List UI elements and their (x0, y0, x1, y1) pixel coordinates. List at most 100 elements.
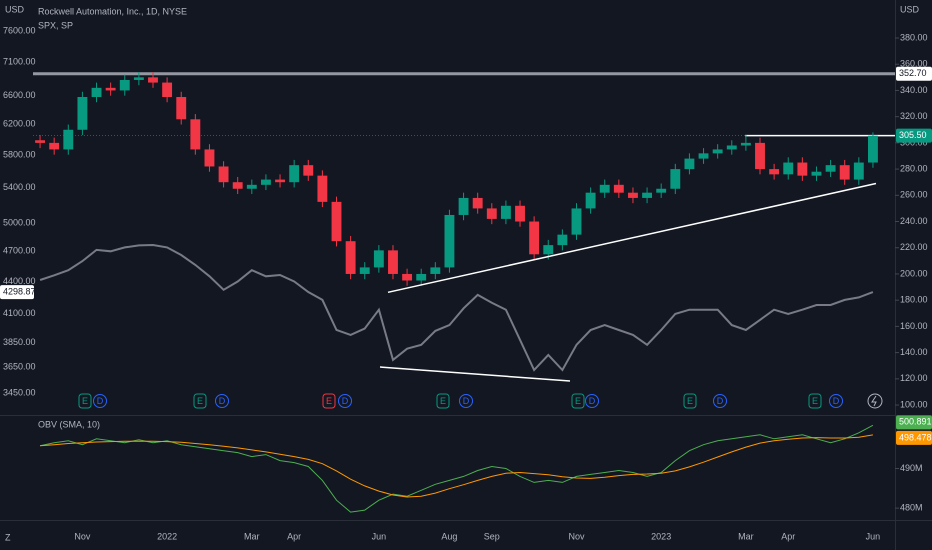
event-marker (93, 394, 107, 408)
event-label: D (463, 396, 470, 406)
price-badge (0, 285, 34, 300)
candle-body (684, 158, 695, 170)
left-tick-label: 3850.00 (3, 337, 36, 347)
event-label: E (575, 396, 581, 406)
candle-body (77, 96, 88, 130)
y-tick-label: 100.00 (900, 399, 928, 409)
x-tick-label: 2023 (651, 531, 671, 541)
candle-body (599, 184, 610, 193)
y-tick-label: 160.00 (900, 321, 928, 331)
x-tick-label: Mar (738, 531, 754, 541)
price-badge-label: 500.891M (899, 417, 932, 427)
candle-body (811, 171, 822, 176)
chart-title: Rockwell Automation, Inc., 1D, NYSE (38, 6, 187, 16)
event-marker (436, 393, 450, 409)
left-tick-label: 6600.00 (3, 90, 36, 100)
candle-body (797, 162, 808, 176)
candle-body (500, 205, 511, 219)
zoom-icon[interactable]: Z (5, 532, 11, 542)
candle-body (105, 87, 116, 91)
candle-body (755, 142, 765, 170)
x-tick-label: Sep (484, 531, 500, 541)
candle-body (783, 162, 794, 175)
y-tick-label: 320.00 (900, 111, 928, 121)
candle-body (656, 188, 667, 193)
event-marker (459, 394, 473, 408)
x-tick-label: Apr (287, 531, 301, 541)
candle-body (712, 149, 723, 154)
x-tick-label: Jun (866, 531, 881, 541)
candle-body (373, 250, 384, 268)
candle-body (218, 166, 229, 183)
candle-body (585, 192, 596, 209)
x-tick-label: Jun (372, 531, 387, 541)
candle-body (698, 153, 709, 159)
compare-legend: SPX, SP (38, 20, 73, 30)
candle-body (740, 142, 751, 146)
event-marker (338, 394, 352, 408)
candle-body (190, 119, 201, 150)
event-marker (322, 393, 336, 409)
left-tick-label: 3450.00 (3, 387, 36, 397)
y-tick-label: 120.00 (900, 373, 928, 383)
price-badge-label: 4298.87 (3, 287, 36, 297)
left-tick-label: 4700.00 (3, 246, 36, 256)
price-badge (896, 66, 932, 81)
candle-body (232, 182, 243, 189)
candle-body (162, 82, 173, 97)
candle-body (571, 208, 582, 235)
event-marker (713, 394, 727, 408)
indicator-line (40, 434, 873, 498)
left-tick-label: 5000.00 (3, 217, 36, 227)
y-tick-label: 220.00 (900, 242, 928, 252)
candle-body (275, 179, 285, 183)
y-tick-label: 260.00 (900, 190, 928, 200)
candle-body (515, 205, 525, 222)
right-currency: USD (900, 4, 920, 14)
indicator-line (39, 424, 874, 513)
lightning-icon[interactable] (867, 393, 883, 409)
event-marker (78, 393, 92, 409)
candle-body (557, 234, 568, 246)
y-tick-label: 280.00 (900, 163, 928, 173)
left-tick-label: 3650.00 (3, 362, 36, 372)
event-marker (829, 394, 843, 408)
event-marker (585, 394, 599, 408)
y-tick-label: 360.00 (900, 59, 928, 69)
candle-body (628, 192, 638, 198)
candle-body (91, 87, 102, 97)
candle-body (260, 179, 271, 185)
candle-body (303, 165, 314, 176)
x-tick-label: Nov (568, 531, 585, 541)
x-tick-label: 2022 (157, 531, 177, 541)
candle-body (472, 197, 483, 209)
candle-body (458, 197, 469, 215)
indicator-tick-label: 490M (900, 463, 923, 473)
event-marker (571, 393, 585, 409)
candle-body (402, 273, 413, 281)
event-label: D (219, 396, 226, 406)
event-label: E (82, 396, 88, 406)
left-currency: USD (5, 4, 25, 14)
candle-body (133, 77, 144, 80)
trendline (387, 182, 877, 294)
candle-body (331, 201, 342, 242)
candle-body (119, 79, 130, 91)
candle-body (613, 184, 624, 193)
event-marker (683, 393, 697, 409)
candle-body (670, 169, 681, 189)
event-label: E (440, 396, 446, 406)
x-tick-label: Mar (244, 531, 260, 541)
candle-body (35, 140, 45, 143)
candle-body (359, 267, 370, 274)
candle-body (825, 165, 836, 172)
candle-body (246, 184, 257, 189)
y-tick-label: 340.00 (900, 85, 928, 95)
candle-body (868, 135, 878, 163)
x-tick-label: Aug (441, 531, 457, 541)
indicator-tick-label: 480M (900, 502, 923, 512)
trendline (379, 366, 571, 382)
left-tick-label: 5800.00 (3, 149, 36, 159)
x-tick-label: Apr (781, 531, 795, 541)
